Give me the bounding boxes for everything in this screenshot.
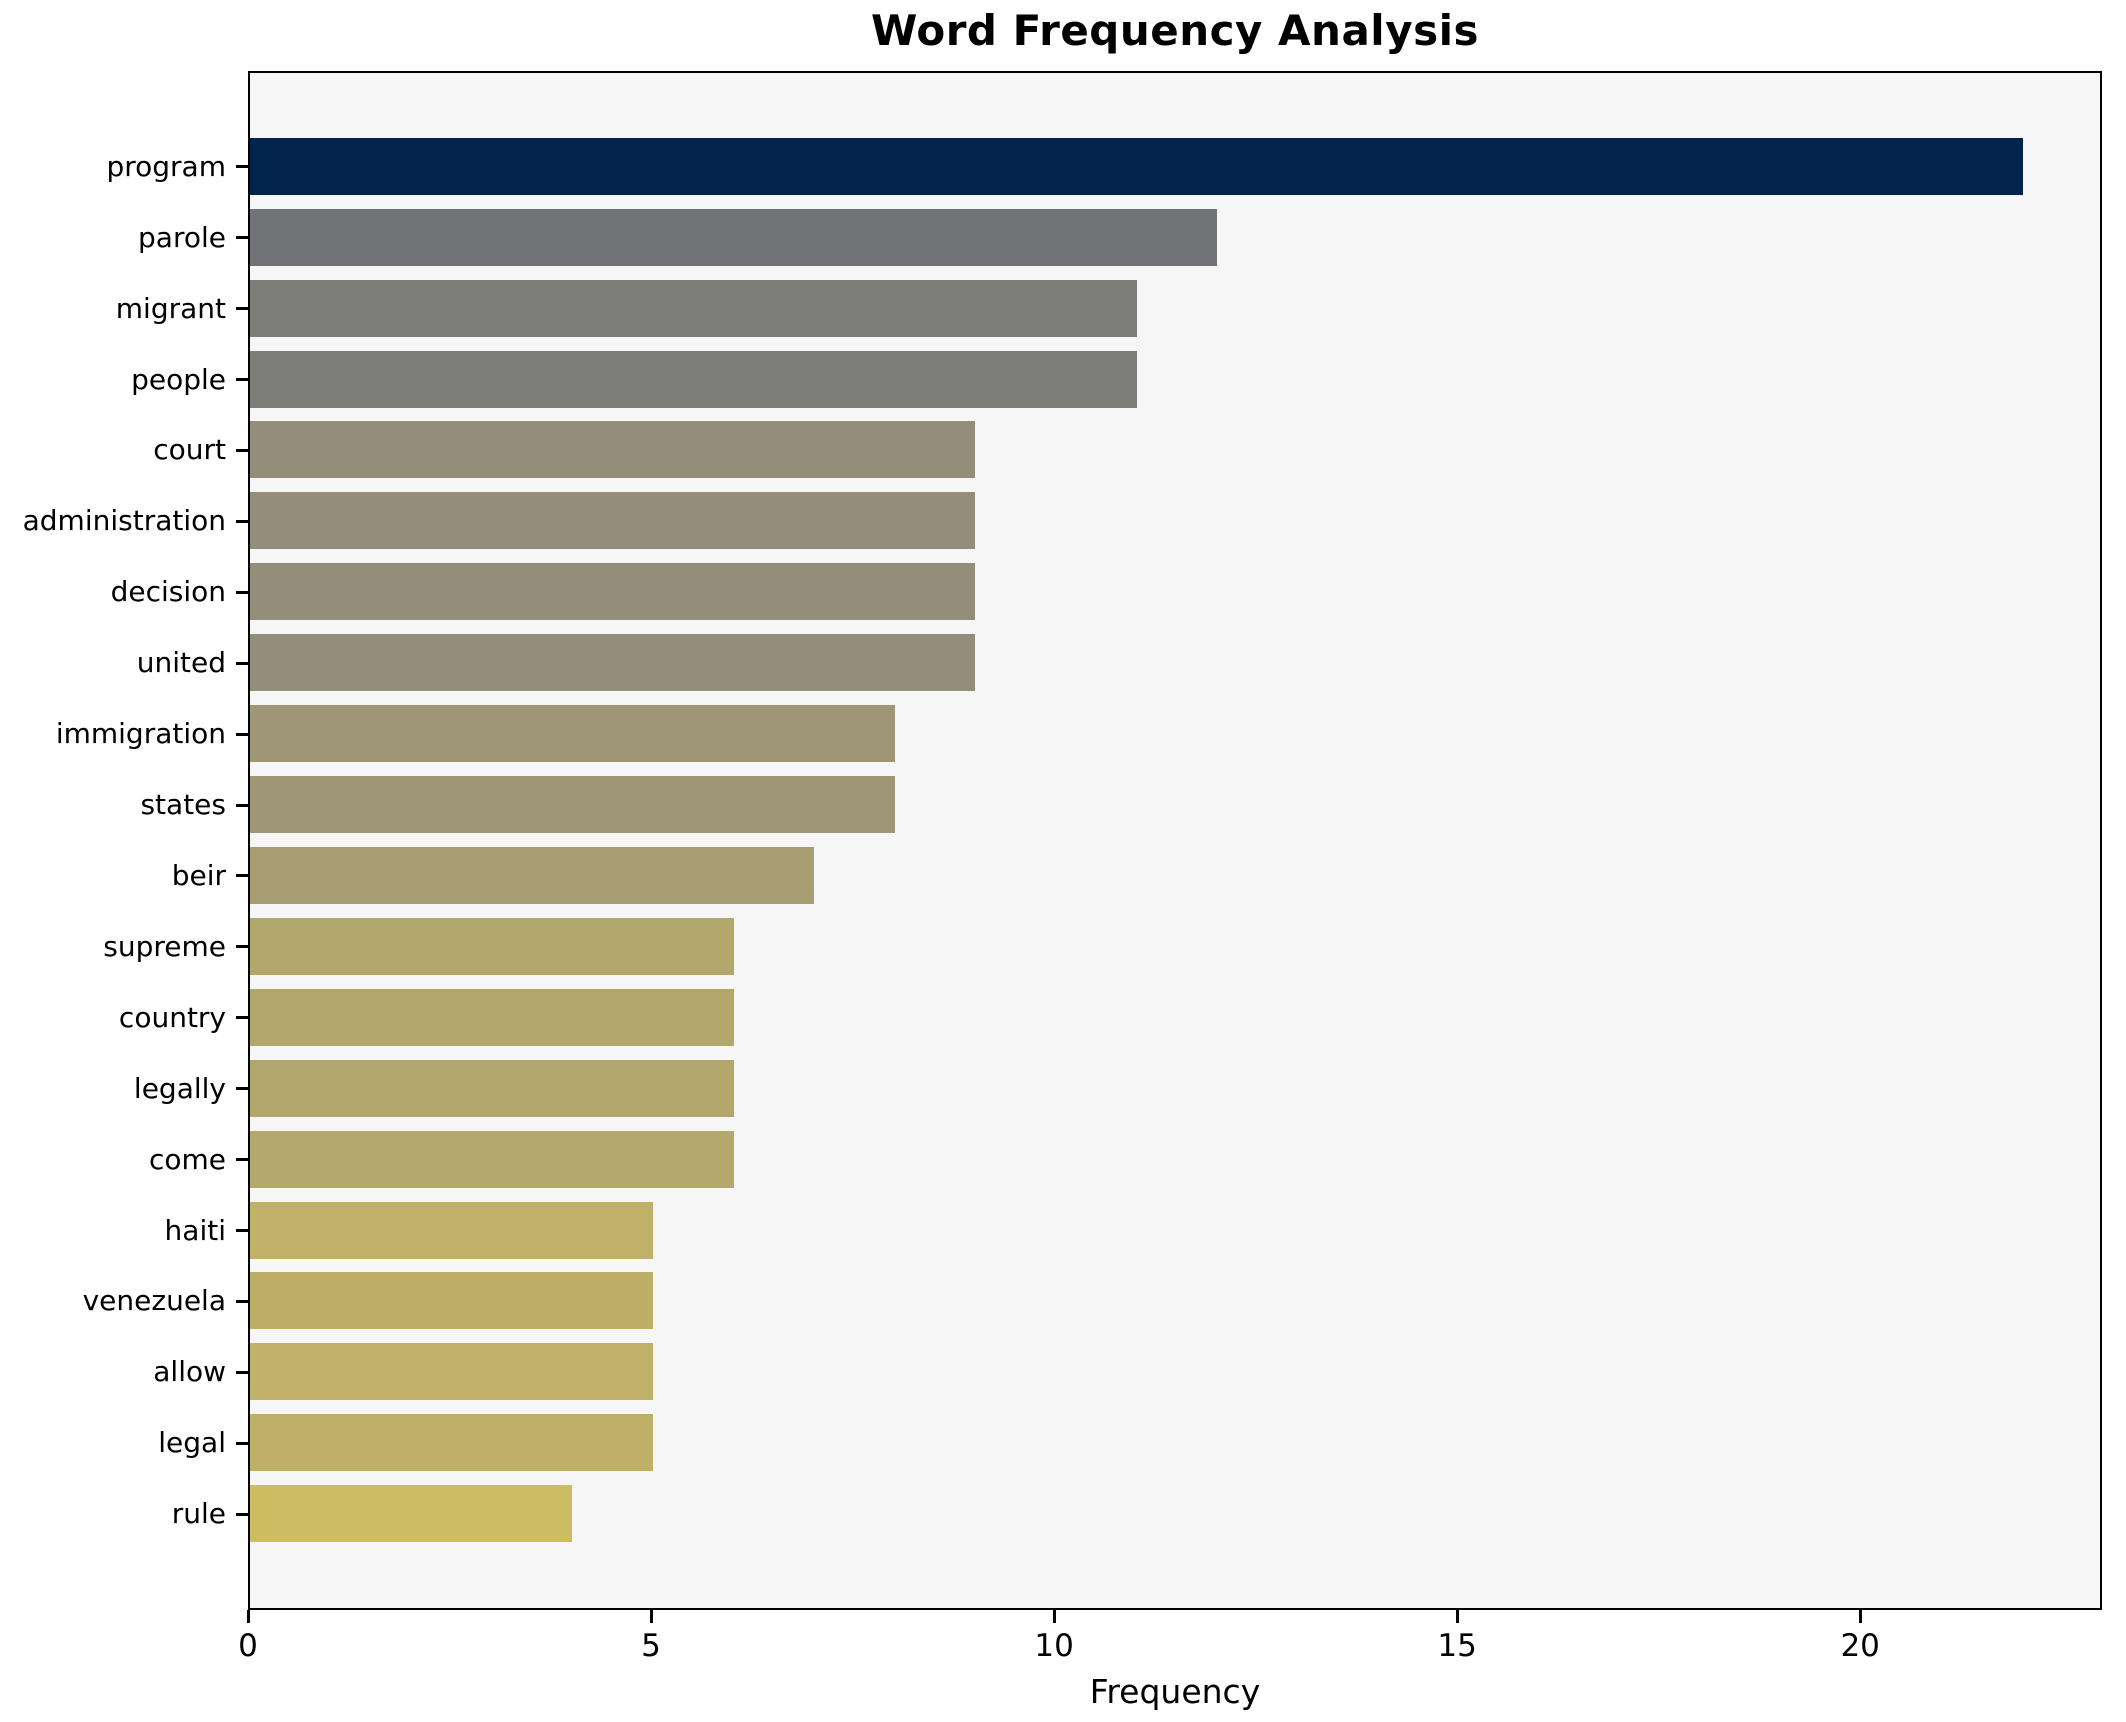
- xtick-label-5: 5: [641, 1628, 661, 1664]
- ytick-mark: [236, 590, 248, 594]
- bar-country: [250, 988, 734, 1046]
- xtick-label-20: 20: [1840, 1628, 1880, 1664]
- ytick-mark: [236, 732, 248, 736]
- ytick-mark: [236, 1299, 248, 1303]
- bar-supreme: [250, 917, 734, 975]
- bar-states: [250, 776, 895, 834]
- ytick-mark: [236, 945, 248, 949]
- bar-legal: [250, 1414, 654, 1472]
- ytick-mark: [236, 236, 248, 240]
- xtick-mark: [649, 1610, 653, 1623]
- ytick-label-parole: parole: [138, 220, 226, 254]
- bar-decision: [250, 563, 976, 621]
- bar-parole: [250, 208, 1218, 266]
- bar-come: [250, 1130, 734, 1188]
- ytick-mark: [236, 307, 248, 311]
- ytick-label-rule: rule: [171, 1497, 226, 1531]
- ytick-mark: [236, 165, 248, 169]
- xtick-mark: [246, 1610, 250, 1623]
- xtick-label-0: 0: [238, 1628, 258, 1664]
- ytick-label-come: come: [148, 1142, 226, 1176]
- xtick-mark: [1052, 1610, 1056, 1623]
- bar-legally: [250, 1059, 734, 1117]
- xtick-mark: [1858, 1610, 1862, 1623]
- plot-area: [248, 71, 2102, 1610]
- ytick-label-people: people: [131, 362, 226, 396]
- ytick-label-administration: administration: [22, 504, 226, 538]
- ytick-mark: [236, 874, 248, 878]
- ytick-mark: [236, 1158, 248, 1162]
- ytick-label-program: program: [106, 149, 226, 183]
- ytick-label-court: court: [153, 433, 226, 467]
- bar-immigration: [250, 705, 895, 763]
- xtick-label-10: 10: [1034, 1628, 1074, 1664]
- bar-people: [250, 350, 1137, 408]
- bar-allow: [250, 1343, 654, 1401]
- bar-venezuela: [250, 1272, 654, 1330]
- bar-court: [250, 421, 976, 479]
- ytick-mark: [236, 519, 248, 523]
- xtick-mark: [1455, 1610, 1459, 1623]
- bar-rule: [250, 1485, 573, 1543]
- ytick-mark: [236, 803, 248, 807]
- ytick-label-migrant: migrant: [115, 291, 226, 325]
- ytick-mark: [236, 448, 248, 452]
- bar-beir: [250, 846, 815, 904]
- x-axis-label: Frequency: [1089, 1672, 1261, 1711]
- ytick-mark: [236, 1016, 248, 1020]
- ytick-mark: [236, 661, 248, 665]
- ytick-label-legally: legally: [133, 1071, 226, 1105]
- bar-united: [250, 634, 976, 692]
- ytick-mark: [236, 378, 248, 381]
- ytick-label-country: country: [118, 1000, 226, 1034]
- bar-haiti: [250, 1201, 654, 1259]
- ytick-label-haiti: haiti: [164, 1213, 226, 1247]
- ytick-label-states: states: [140, 788, 226, 822]
- bar-migrant: [250, 279, 1137, 337]
- ytick-label-legal: legal: [158, 1426, 226, 1460]
- ytick-label-united: united: [136, 646, 226, 680]
- ytick-label-beir: beir: [171, 858, 226, 892]
- ytick-label-allow: allow: [153, 1355, 226, 1389]
- chart-title: Word Frequency Analysis: [871, 6, 1479, 55]
- ytick-mark: [236, 1229, 248, 1233]
- ytick-label-venezuela: venezuela: [82, 1284, 226, 1318]
- ytick-mark: [236, 1512, 248, 1516]
- ytick-label-immigration: immigration: [55, 717, 226, 751]
- ytick-label-supreme: supreme: [103, 929, 226, 963]
- ytick-mark: [236, 1370, 248, 1374]
- ytick-label-decision: decision: [110, 575, 226, 609]
- bar-administration: [250, 492, 976, 550]
- xtick-label-15: 15: [1437, 1628, 1477, 1664]
- ytick-mark: [236, 1087, 248, 1091]
- bar-program: [250, 137, 2024, 195]
- ytick-mark: [236, 1441, 248, 1445]
